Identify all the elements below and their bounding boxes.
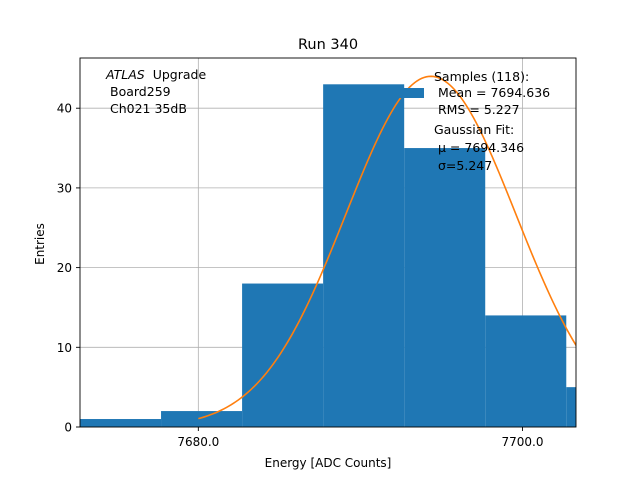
y-axis-ticks: 0 10 20 30 40 — [57, 102, 80, 435]
legend-line-5: μ = 7694.346 — [438, 140, 524, 155]
legend-swatch — [395, 88, 424, 98]
histogram-bar — [485, 315, 567, 427]
chart-title: Run 340 — [298, 37, 358, 53]
atlas-label: ATLAS — [105, 67, 145, 82]
x-tick-label: 7680.0 — [177, 435, 219, 449]
histogram-bar — [404, 148, 486, 427]
annotation-line-3: Ch021 35dB — [110, 101, 187, 116]
histogram-bar — [242, 283, 324, 427]
gaussian-fit-curve — [198, 75, 576, 420]
y-tick-label: 0 — [64, 421, 72, 435]
histogram-bar — [566, 387, 576, 427]
legend: Samples (118): Mean = 7694.636 RMS = 5.2… — [395, 69, 550, 173]
histogram-bar — [161, 411, 243, 427]
legend-line-2: Mean = 7694.636 — [438, 85, 550, 100]
x-axis-label: Energy [ADC Counts] — [265, 456, 392, 470]
x-tick-label: 7700.0 — [502, 435, 544, 449]
y-axis-label: Entries — [33, 223, 47, 265]
annotation-line-1: Upgrade — [153, 67, 207, 82]
legend-line-3: RMS = 5.227 — [438, 102, 520, 117]
legend-line-6: σ=5.247 — [438, 158, 492, 173]
histogram-bars — [80, 84, 576, 427]
y-tick-label: 20 — [57, 261, 72, 275]
atlas-annotation: ATLAS Upgrade Board259 Ch021 35dB — [105, 67, 206, 116]
y-tick-label: 10 — [57, 341, 72, 355]
y-tick-label: 40 — [57, 102, 72, 116]
legend-line-1: Samples (118): — [434, 69, 529, 84]
y-tick-label: 30 — [57, 181, 72, 195]
histogram-bar — [323, 84, 405, 427]
annotation-line-2: Board259 — [110, 84, 171, 99]
histogram-bar — [80, 419, 162, 427]
legend-line-4: Gaussian Fit: — [434, 122, 514, 137]
plot-frame — [79, 57, 577, 428]
svg-text:ATLAS Upgrade: ATLAS Upgrade — [105, 67, 206, 82]
x-axis-ticks: 7680.0 7700.0 — [177, 427, 544, 449]
